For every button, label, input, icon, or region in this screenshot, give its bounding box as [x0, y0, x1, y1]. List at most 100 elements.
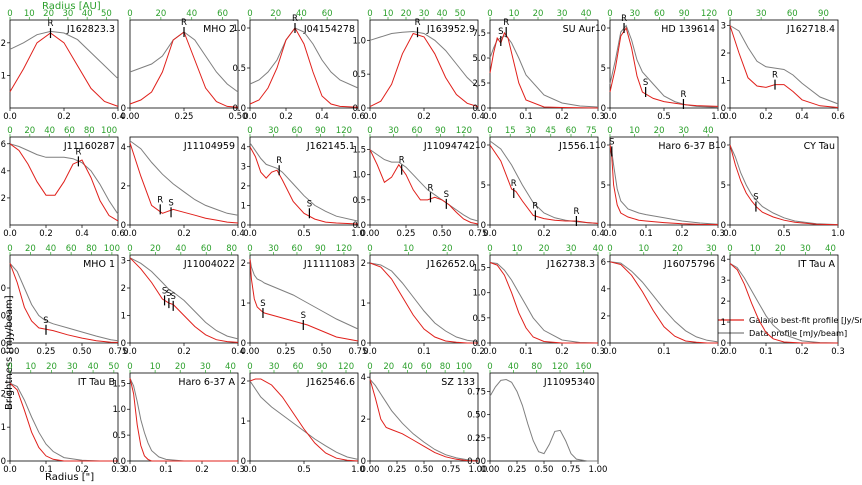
au-tick-label: 30 [800, 244, 811, 254]
y-tick-label: 0 [721, 221, 726, 231]
x-tick-label: 0.25 [37, 347, 56, 357]
y-tick-label: 2 [361, 415, 366, 425]
au-tick-label: 60 [787, 9, 798, 19]
au-tick-label: 40 [437, 9, 448, 19]
au-tick-label: 60 [293, 362, 304, 372]
au-tick-label: 20 [24, 126, 35, 136]
x-tick-label: 0.00 [121, 112, 140, 122]
x-tick-label: 0.3 [591, 347, 605, 357]
au-tick-label: 20 [672, 244, 683, 254]
panel-title: MHO 1 [83, 259, 115, 270]
y-tick-label: 3 [721, 276, 726, 286]
x-tick-label: 0.4 [591, 229, 605, 239]
x-tick-label: 0.2 [471, 347, 485, 357]
y-tick-label: 0.5 [112, 431, 126, 441]
feature-label: S [307, 199, 312, 209]
panel-title: SZ 133 [441, 377, 475, 388]
au-tick-label: 30 [388, 126, 399, 136]
panel-frame [729, 254, 839, 344]
au-tick-label: 30 [200, 362, 211, 372]
x-tick-label: 0.00 [361, 229, 380, 239]
x-tick-label: 0.0 [3, 229, 17, 239]
x-tick-label: 0.0 [243, 112, 257, 122]
model-profile-line [369, 32, 479, 108]
au-tick-label: 60 [217, 9, 228, 19]
au-tick-label: 60 [421, 362, 432, 372]
panel-title: J162546.6 [306, 377, 355, 388]
feature-label: S [168, 198, 173, 208]
x-tick-label: 0.25 [508, 465, 527, 475]
model-profile-line [129, 142, 239, 224]
x-tick-label: 0.4 [231, 229, 245, 239]
au-tick-label: 10 [750, 244, 761, 254]
y-tick-label: 1.0 [472, 289, 486, 299]
x-tick-label: 0.4 [75, 229, 89, 239]
x-tick-label: 0.6 [351, 112, 365, 122]
model-profile-line [369, 149, 479, 225]
panel-frame [609, 136, 719, 226]
au-tick-label: 60 [322, 9, 333, 19]
data-profile-line [729, 262, 839, 344]
panel-title: J162718.4 [786, 24, 835, 35]
y-tick-label: 0.50 [467, 411, 486, 421]
x-tick-label: 0.4 [231, 347, 245, 357]
y-tick-label: 0 [721, 104, 726, 114]
data-profile-line [489, 262, 599, 344]
panel-frame [249, 254, 359, 344]
au-tick-label: 0 [247, 362, 252, 372]
x-tick-label: 0.4 [315, 112, 329, 122]
feature-label: S [43, 316, 48, 326]
x-tick-label: 0.00 [241, 347, 260, 357]
model-profile-line [729, 25, 839, 108]
au-tick-label: 0 [607, 9, 612, 19]
x-tick-label: 0.50 [415, 465, 434, 475]
x-tick-label: 0.50 [313, 347, 332, 357]
y-tick-label: 20 [0, 284, 6, 294]
feature-label: S [260, 299, 265, 309]
y-tick-label: 10 [715, 141, 726, 151]
au-tick-label: 30 [566, 244, 577, 254]
x-tick-label: 0.2 [195, 465, 209, 475]
au-tick-label: 20 [270, 9, 281, 19]
au-tick-label: 10 [638, 244, 649, 254]
x-tick-label: 0.0 [123, 465, 137, 475]
data-profile-line [129, 377, 238, 462]
y-tick-label: 3 [721, 22, 726, 32]
y-tick-label: 0 [361, 339, 366, 349]
au-tick-label: 40 [225, 362, 236, 372]
panel-title: J1556.1 [558, 141, 595, 152]
au-tick-label: 160 [575, 362, 591, 372]
y-tick-label: 2 [721, 297, 726, 307]
y-tick-label: 1 [361, 299, 366, 309]
au-tick-label: 0 [367, 9, 372, 19]
au-tick-label: 80 [531, 362, 542, 372]
au-tick-label: 20 [43, 9, 54, 19]
feature-label: S [301, 311, 306, 321]
y-tick-label: 10 [0, 312, 6, 322]
feature-label: S [498, 27, 503, 37]
feature-label: S [162, 286, 167, 296]
au-tick-label: 0 [127, 244, 132, 254]
au-tick-label: 60 [201, 244, 212, 254]
au-tick-label: 60 [64, 126, 75, 136]
legend-model-label: Galario best-fit profile [Jy/Sr] [749, 315, 862, 325]
x-tick-label: 0.0 [483, 347, 497, 357]
au-tick-label: 20 [775, 244, 786, 254]
x-tick-label: 0.1 [39, 465, 53, 475]
x-tick-label: 0.1 [417, 347, 431, 357]
au-tick-label: 0 [367, 362, 372, 372]
au-tick-label: 0 [607, 126, 612, 136]
feature-label: S [643, 78, 648, 88]
au-tick-label: 20 [150, 244, 161, 254]
y-tick-label: 1 [241, 299, 246, 309]
y-tick-label: 1 [1, 71, 6, 81]
au-tick-label: 50 [101, 9, 112, 19]
y-tick-label: 0.0 [352, 221, 366, 231]
feature-label: R [415, 18, 421, 28]
data-profile-line [369, 378, 479, 462]
panel-title: IT Tau B [78, 377, 115, 388]
